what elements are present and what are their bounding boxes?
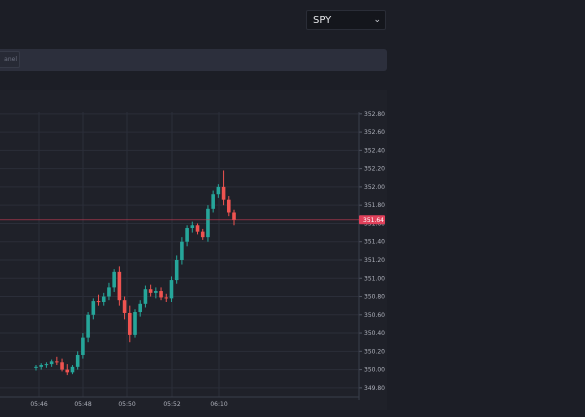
y-tick-label: 351.20 (364, 257, 385, 264)
candle-body (138, 303, 143, 313)
candle-body (190, 225, 195, 229)
candle-body (81, 337, 85, 355)
candle-body (96, 301, 101, 303)
candle-body (200, 231, 205, 238)
candle-body (101, 296, 106, 302)
candle-body (185, 228, 189, 242)
candle-body (148, 289, 153, 293)
y-tick-label: 351.40 (364, 239, 385, 246)
candle-body (107, 287, 111, 297)
candle-body (143, 289, 148, 304)
chevron-down-icon: ⌄ (373, 15, 381, 25)
candle-body (127, 312, 132, 335)
y-tick-label: 350.00 (364, 367, 385, 374)
candle-body (164, 297, 169, 299)
candle-body (44, 364, 49, 366)
candle-body (70, 366, 75, 373)
y-tick-label: 350.20 (364, 348, 385, 355)
candle-body (65, 369, 70, 373)
y-tick-label: 352.00 (364, 184, 385, 191)
x-tick-label: 05:50 (118, 401, 135, 408)
last-price-tag (359, 215, 385, 225)
candle-body (174, 259, 179, 281)
last-price-label: 351.64 (363, 217, 384, 224)
y-tick-label: 352.80 (364, 111, 385, 118)
candle-body (122, 300, 127, 313)
candle-body (195, 225, 200, 232)
candle-body (91, 301, 96, 315)
y-tick-label: 351.80 (364, 202, 385, 209)
y-tick-label: 350.60 (364, 312, 385, 319)
candle-body (232, 212, 236, 220)
candle-body (180, 241, 184, 260)
candle-body (49, 361, 54, 365)
chart-toolbar: anel (0, 49, 387, 71)
candle-body (117, 271, 122, 301)
candle-body (60, 362, 64, 370)
candle-body (75, 354, 80, 367)
candle-body (39, 365, 44, 367)
candle-body (221, 186, 226, 200)
candle-body (211, 194, 215, 209)
symbol-select[interactable]: SPY ⌄ (306, 10, 386, 30)
panel-button[interactable]: anel (0, 51, 20, 68)
candle-body (159, 291, 163, 298)
candle-body (86, 314, 90, 338)
x-tick-label: 06:10 (210, 401, 227, 408)
x-tick-label: 05:48 (74, 401, 91, 408)
right-empty-area (388, 0, 585, 417)
candle-body (112, 271, 116, 288)
candle-body (133, 312, 137, 335)
y-tick-label: 352.20 (364, 166, 385, 173)
symbol-select-value: SPY (313, 14, 332, 26)
x-tick-label: 05:52 (163, 401, 180, 408)
candle-body (154, 291, 158, 293)
candle-body (216, 186, 221, 195)
y-tick-label: 351.00 (364, 275, 385, 282)
candle-body (226, 199, 231, 213)
y-tick-label: 350.40 (364, 330, 385, 337)
candle-body (55, 361, 59, 363)
candle-body (169, 280, 174, 299)
y-tick-label: 352.60 (364, 129, 385, 136)
y-tick-label: 352.40 (364, 147, 385, 154)
y-tick-label: 350.80 (364, 294, 385, 301)
candle-body (206, 208, 210, 238)
chart-panel[interactable] (0, 90, 387, 410)
y-tick-label: 349.80 (364, 385, 385, 392)
panel-button-label: anel (4, 56, 17, 63)
candle-body (34, 366, 38, 368)
x-tick-label: 05:46 (30, 401, 47, 408)
